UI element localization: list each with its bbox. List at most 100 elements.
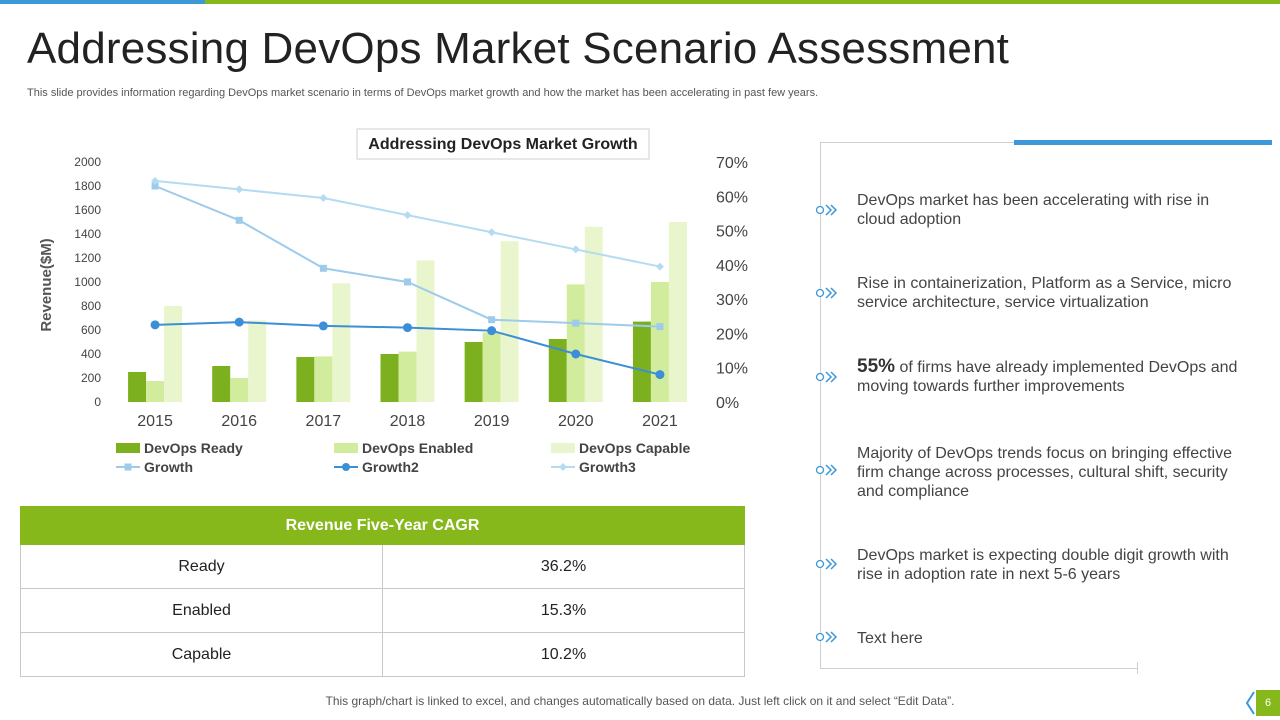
slide-title: Addressing DevOps Market Scenario Assess…: [27, 24, 1010, 73]
legend-label: Growth2: [362, 459, 419, 475]
x-tick-label: 2019: [474, 413, 510, 430]
x-tick-label: 2018: [390, 413, 426, 430]
legend-label: Growth: [144, 459, 193, 475]
cagr-table: Revenue Five-Year CAGR Ready 36.2% Enabl…: [20, 506, 745, 677]
point-growth: [656, 323, 664, 331]
double-chevron-right-icon: [815, 464, 838, 476]
point-growth2: [487, 326, 497, 336]
double-chevron-right-icon: [815, 631, 838, 643]
point-growth2: [403, 323, 412, 333]
cagr-value: 15.3%: [382, 588, 745, 633]
double-chevron-right-icon: [815, 558, 838, 570]
bullet-text: 55% of firms have already implemented De…: [857, 357, 1247, 396]
point-growth: [235, 216, 243, 224]
legend-label: DevOps Enabled: [362, 440, 473, 456]
y2-tick-label: 50%: [716, 224, 748, 241]
bar-devops-capable: [416, 260, 435, 402]
table-row: Ready 36.2%: [20, 544, 745, 589]
bar-devops-enabled: [566, 284, 585, 402]
x-axis-ticks: 2015 2016 2017 2018 2019 2020 2021: [137, 413, 678, 430]
y-tick-label: 1200: [74, 251, 101, 265]
point-growth2: [234, 317, 244, 327]
bullet-text: DevOps market is expecting double digit …: [857, 547, 1229, 583]
y-axis-label: Revenue($M): [38, 238, 55, 331]
y-tick-label: 1800: [74, 179, 101, 193]
panel-bottom-tick: [1137, 662, 1138, 674]
y-tick-label: 400: [81, 347, 101, 361]
top-accent-blue: [0, 0, 205, 4]
y-tick-label: 0: [94, 395, 101, 409]
bullet-text: Rise in containerization, Platform as a …: [857, 275, 1232, 311]
y-tick-label: 1600: [74, 203, 101, 217]
panel-top-border: [820, 142, 1015, 143]
slide-subtitle: This slide provides information regardin…: [27, 87, 819, 99]
double-chevron-right-icon: [815, 204, 838, 216]
chart-legend: DevOps Ready DevOps Enabled DevOps Capable…: [116, 440, 690, 475]
point-growth: [488, 316, 496, 324]
y-axis-ticks: 0 200 400 600 800 1000 1200 1400 1600 1800 2000: [74, 155, 101, 409]
bar-devops-capable: [500, 241, 519, 402]
legend-label: DevOps Ready: [144, 440, 243, 456]
line-growth3: [154, 179, 661, 268]
point-growth: [404, 278, 411, 286]
y-tick-label: 600: [81, 323, 101, 337]
top-accent-green: [205, 0, 1280, 4]
point-growth2: [150, 320, 160, 330]
bar-devops-capable: [248, 320, 267, 402]
y2-tick-label: 60%: [716, 189, 748, 206]
page-number: 6: [1256, 690, 1280, 716]
bar-devops-capable: [164, 306, 183, 402]
y2-tick-label: 0%: [716, 395, 739, 412]
top-accent-bar: [0, 0, 1280, 4]
y-tick-label: 800: [81, 299, 101, 313]
double-chevron-right-icon: [815, 371, 838, 383]
bar-devops-enabled: [650, 282, 669, 402]
chevron-left-icon: [1245, 691, 1255, 715]
cagr-table-header: Revenue Five-Year CAGR: [20, 506, 745, 545]
legend-swatch: [551, 443, 575, 453]
point-growth3: [571, 245, 580, 254]
point-growth3: [487, 228, 496, 237]
y2-tick-label: 70%: [716, 155, 748, 172]
bar-devops-capable: [668, 222, 687, 402]
market-growth-chart[interactable]: Addressing DevOps Market Growth Revenue(…: [0, 120, 790, 490]
bar-devops-enabled: [398, 351, 417, 402]
bar-devops-enabled: [230, 378, 249, 402]
point-growth: [319, 264, 327, 272]
y-tick-label: 1000: [74, 275, 101, 289]
x-tick-label: 2015: [137, 413, 173, 430]
bar-series: [128, 222, 687, 402]
bar-devops-ready: [632, 321, 651, 402]
point-growth2: [571, 349, 581, 359]
point-growth3: [655, 262, 664, 271]
y2-tick-label: 40%: [716, 258, 748, 275]
point-growth3: [151, 176, 160, 185]
table-row: Capable 10.2%: [20, 632, 745, 677]
legend-marker: [342, 463, 350, 471]
bar-devops-ready: [464, 342, 483, 402]
bar-devops-enabled: [146, 381, 165, 402]
bar-devops-ready: [212, 366, 231, 402]
panel-left-border: [820, 142, 821, 668]
x-tick-label: 2017: [306, 413, 342, 430]
y-tick-label: 2000: [74, 155, 101, 169]
bullet-text-rest: of firms have already implemented DevOps…: [857, 359, 1238, 395]
legend-swatch: [116, 443, 140, 453]
cagr-label: Capable: [20, 632, 383, 677]
legend-marker: [124, 463, 132, 471]
cagr-label: Enabled: [20, 588, 383, 633]
cagr-value: 10.2%: [382, 632, 745, 677]
cagr-label: Ready: [20, 544, 383, 589]
bar-devops-capable: [332, 283, 351, 402]
legend-marker: [559, 463, 567, 471]
y2-tick-label: 30%: [716, 292, 748, 309]
bar-devops-enabled: [314, 356, 333, 402]
x-tick-label: 2020: [558, 413, 594, 430]
double-chevron-right-icon: [815, 287, 838, 299]
cagr-value: 36.2%: [382, 544, 745, 589]
footer-note: This graph/chart is linked to excel, and…: [325, 694, 955, 708]
highlight-percent: 55%: [857, 356, 896, 377]
point-growth3: [403, 211, 412, 220]
legend-swatch: [334, 443, 358, 453]
panel-accent-bar: [1014, 140, 1272, 145]
